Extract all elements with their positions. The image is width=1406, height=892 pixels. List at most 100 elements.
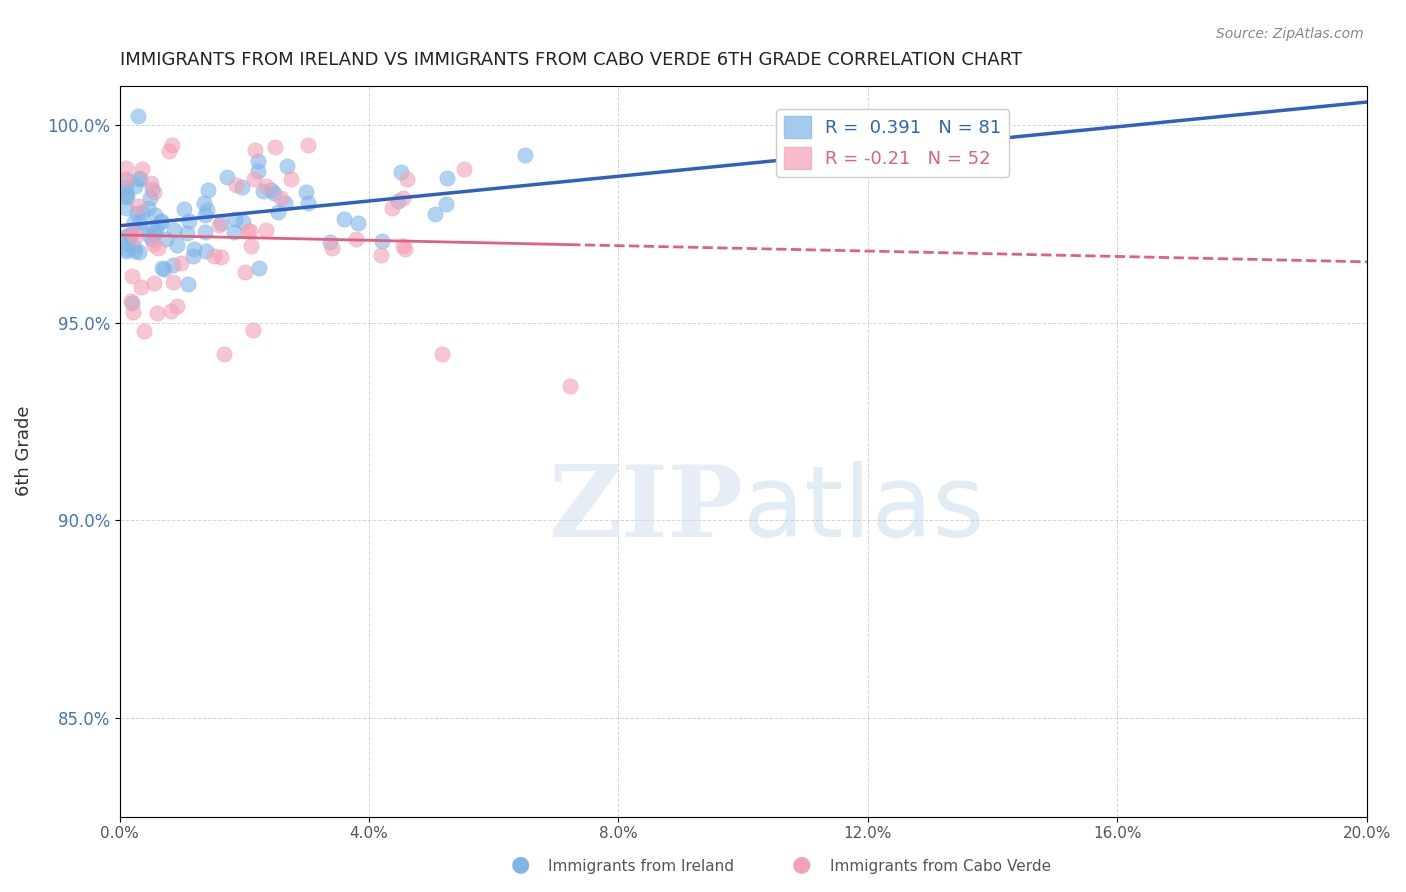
Immigrants from Ireland	[252, 185, 274, 199]
Immigrants from Ireland	[434, 197, 457, 211]
Immigrants from Ireland	[193, 195, 215, 210]
Immigrants from Ireland	[149, 214, 172, 228]
Immigrants from Ireland	[145, 223, 167, 237]
Immigrants from Cabo Verde	[146, 241, 169, 255]
Immigrants from Ireland	[115, 173, 138, 187]
Immigrants from Ireland	[115, 186, 138, 200]
Text: atlas: atlas	[744, 461, 984, 558]
Immigrants from Cabo Verde	[270, 191, 292, 205]
Immigrants from Ireland	[152, 261, 174, 276]
Immigrants from Cabo Verde	[344, 232, 367, 246]
Immigrants from Ireland	[122, 240, 145, 254]
Immigrants from Ireland	[194, 225, 217, 239]
Text: ●: ●	[792, 855, 811, 874]
Immigrants from Ireland	[387, 194, 409, 208]
Immigrants from Ireland	[128, 244, 150, 259]
Immigrants from Ireland	[224, 212, 246, 227]
Immigrants from Cabo Verde	[321, 241, 343, 255]
Immigrants from Ireland	[319, 235, 342, 249]
Immigrants from Ireland	[115, 244, 138, 259]
Immigrants from Cabo Verde	[396, 171, 419, 186]
Immigrants from Cabo Verde	[256, 223, 278, 237]
Text: Immigrants from Ireland: Immigrants from Ireland	[548, 859, 734, 874]
Immigrants from Ireland	[209, 216, 232, 230]
Immigrants from Ireland	[162, 259, 184, 273]
Immigrants from Cabo Verde	[166, 299, 188, 313]
Immigrants from Ireland	[128, 171, 150, 186]
Immigrants from Cabo Verde	[392, 191, 415, 205]
Immigrants from Cabo Verde	[124, 230, 146, 244]
Immigrants from Ireland	[247, 164, 270, 178]
Immigrants from Cabo Verde	[146, 306, 169, 320]
Immigrants from Ireland	[436, 171, 458, 186]
Immigrants from Cabo Verde	[225, 178, 247, 193]
Immigrants from Ireland	[122, 215, 145, 229]
Immigrants from Ireland	[138, 228, 160, 243]
Immigrants from Ireland	[115, 188, 138, 202]
Immigrants from Ireland	[115, 190, 138, 204]
Immigrants from Cabo Verde	[132, 324, 155, 338]
Text: IMMIGRANTS FROM IRELAND VS IMMIGRANTS FROM CABO VERDE 6TH GRADE CORRELATION CHAR: IMMIGRANTS FROM IRELAND VS IMMIGRANTS FR…	[120, 51, 1022, 69]
Immigrants from Ireland	[142, 227, 165, 242]
Immigrants from Ireland	[121, 296, 143, 310]
Immigrants from Cabo Verde	[236, 224, 259, 238]
Immigrants from Cabo Verde	[160, 304, 183, 318]
Immigrants from Ireland	[131, 204, 153, 219]
Immigrants from Ireland	[120, 227, 142, 242]
Immigrants from Cabo Verde	[209, 250, 232, 264]
Immigrants from Ireland	[141, 232, 163, 246]
Immigrants from Ireland	[127, 109, 149, 123]
Immigrants from Ireland	[127, 206, 149, 220]
Immigrants from Ireland	[181, 249, 204, 263]
Immigrants from Cabo Verde	[280, 172, 302, 186]
Immigrants from Ireland	[124, 178, 146, 193]
Immigrants from Ireland	[263, 186, 285, 200]
Immigrants from Ireland	[389, 164, 412, 178]
Immigrants from Cabo Verde	[240, 239, 263, 253]
Immigrants from Cabo Verde	[233, 265, 256, 279]
Immigrants from Ireland	[117, 237, 139, 252]
Immigrants from Cabo Verde	[245, 143, 267, 157]
Immigrants from Cabo Verde	[243, 171, 266, 186]
Immigrants from Cabo Verde	[143, 185, 166, 199]
Immigrants from Cabo Verde	[214, 347, 236, 361]
Immigrants from Cabo Verde	[143, 276, 166, 290]
Immigrants from Cabo Verde	[430, 347, 453, 361]
Immigrants from Ireland	[143, 208, 166, 222]
Immigrants from Ireland	[347, 216, 370, 230]
Immigrants from Cabo Verde	[120, 294, 142, 309]
Immigrants from Cabo Verde	[131, 280, 153, 294]
Immigrants from Ireland	[163, 223, 186, 237]
Immigrants from Ireland	[124, 244, 146, 259]
Immigrants from Ireland	[115, 242, 138, 256]
Immigrants from Cabo Verde	[264, 139, 287, 153]
Immigrants from Ireland	[513, 148, 536, 162]
Immigrants from Ireland	[297, 195, 319, 210]
Immigrants from Cabo Verde	[121, 269, 143, 284]
Immigrants from Cabo Verde	[122, 305, 145, 319]
Immigrants from Cabo Verde	[208, 219, 231, 233]
Immigrants from Ireland	[115, 179, 138, 194]
Immigrants from Ireland	[139, 191, 162, 205]
Immigrants from Cabo Verde	[131, 162, 153, 177]
Immigrants from Ireland	[150, 214, 173, 228]
Immigrants from Ireland	[141, 182, 163, 196]
Immigrants from Ireland	[176, 226, 198, 240]
Immigrants from Ireland	[266, 204, 288, 219]
Immigrants from Ireland	[197, 183, 219, 197]
Immigrants from Ireland	[142, 223, 165, 237]
Immigrants from Cabo Verde	[160, 137, 183, 152]
Immigrants from Ireland	[129, 215, 152, 229]
Immigrants from Ireland	[371, 235, 394, 249]
Immigrants from Cabo Verde	[297, 137, 319, 152]
Immigrants from Ireland	[294, 185, 316, 199]
Immigrants from Cabo Verde	[381, 201, 404, 215]
Immigrants from Cabo Verde	[157, 144, 180, 158]
Immigrants from Cabo Verde	[142, 237, 165, 252]
Immigrants from Ireland	[179, 214, 201, 228]
Immigrants from Ireland	[276, 159, 298, 173]
Immigrants from Ireland	[136, 201, 159, 215]
Immigrants from Cabo Verde	[239, 224, 262, 238]
Immigrants from Cabo Verde	[254, 178, 277, 193]
Immigrants from Cabo Verde	[560, 379, 582, 393]
